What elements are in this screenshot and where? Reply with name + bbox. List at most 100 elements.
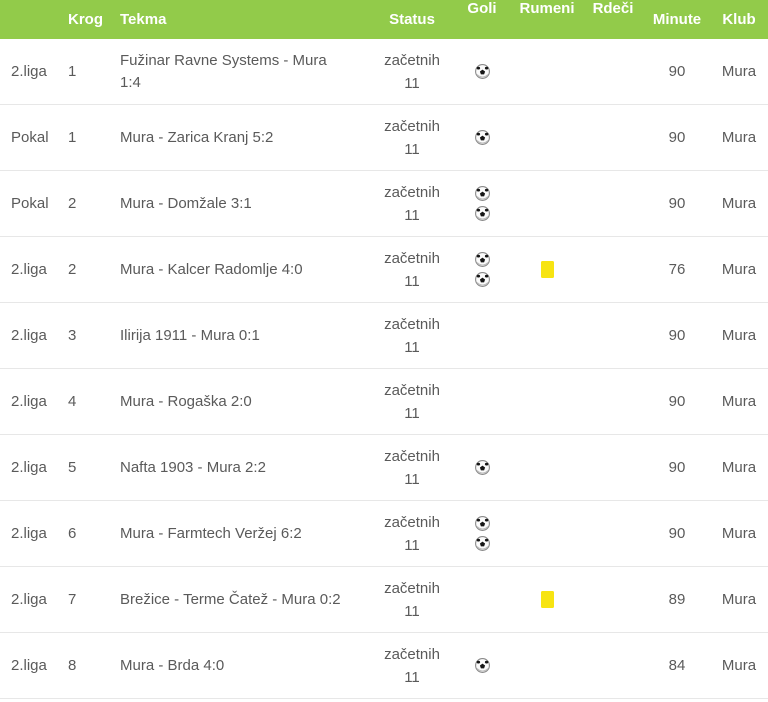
- goals-cell: [452, 237, 512, 302]
- yellow-cards-cell: [512, 237, 582, 302]
- goals-cell: [452, 369, 512, 434]
- table-row: Pokal 2 Mura - Domžale 3:1 začetnih 11 9…: [0, 171, 768, 237]
- header-minutes: Minute: [652, 11, 702, 28]
- header-club: Klub: [722, 11, 756, 28]
- yellow-card-icon: [540, 591, 554, 608]
- soccer-ball-icon: [474, 252, 490, 267]
- table-row: 2.liga 5 Nafta 1903 - Mura 2:2 začetnih …: [0, 435, 768, 501]
- yellow-cards-cell: [512, 633, 582, 698]
- status-label: začetnih 11: [384, 645, 440, 686]
- club-name: Mura: [721, 657, 757, 674]
- soccer-ball-icon: [474, 460, 490, 475]
- header-status: Status: [389, 11, 435, 28]
- league-label: 2.liga: [11, 459, 47, 476]
- table-body: 2.liga 1 Fužinar Ravne Systems - Mura 1:…: [0, 39, 768, 699]
- yellow-cards-cell: [512, 369, 582, 434]
- league-label: 2.liga: [11, 591, 47, 608]
- yellow-cards-cell: [512, 303, 582, 368]
- match-result: Mura - Kalcer Radomlje 4:0: [120, 260, 303, 278]
- soccer-ball-icon: [474, 658, 490, 673]
- goals-cell: [452, 435, 512, 500]
- round-number: 5: [68, 459, 77, 476]
- round-number: 4: [68, 393, 77, 410]
- red-cards-cell: [582, 237, 644, 302]
- club-name: Mura: [721, 63, 757, 80]
- club-name: Mura: [721, 129, 757, 146]
- round-number: 3: [68, 327, 77, 344]
- table-row: 2.liga 6 Mura - Farmtech Veržej 6:2 zače…: [0, 501, 768, 567]
- yellow-cards-cell: [512, 435, 582, 500]
- match-result: Mura - Domžale 3:1: [120, 194, 252, 212]
- match-result: Fužinar Ravne Systems - Mura 1:4: [120, 51, 327, 91]
- minutes-played: 89: [668, 591, 686, 608]
- minutes-played: 90: [668, 525, 686, 542]
- header-yellow-cards: Rumeni: [519, 0, 575, 17]
- league-label: 2.liga: [11, 393, 47, 410]
- minutes-played: 90: [668, 195, 686, 212]
- league-label: 2.liga: [11, 327, 47, 344]
- yellow-cards-cell: [512, 501, 582, 566]
- goals-cell: [452, 105, 512, 170]
- yellow-cards-cell: [512, 171, 582, 236]
- round-number: 7: [68, 591, 77, 608]
- red-cards-cell: [582, 369, 644, 434]
- club-name: Mura: [721, 393, 757, 410]
- status-label: začetnih 11: [384, 381, 440, 422]
- league-label: Pokal: [11, 195, 49, 212]
- league-label: 2.liga: [11, 63, 47, 80]
- status-label: začetnih 11: [384, 513, 440, 554]
- red-cards-cell: [582, 633, 644, 698]
- goals-cell: [452, 633, 512, 698]
- goals-cell: [452, 171, 512, 236]
- status-label: začetnih 11: [384, 183, 440, 224]
- match-result: Mura - Farmtech Veržej 6:2: [120, 524, 302, 542]
- round-number: 1: [68, 129, 77, 146]
- minutes-played: 90: [668, 129, 686, 146]
- status-label: začetnih 11: [384, 315, 440, 356]
- red-cards-cell: [582, 567, 644, 632]
- minutes-played: 90: [668, 327, 686, 344]
- club-name: Mura: [721, 195, 757, 212]
- yellow-cards-cell: [512, 39, 582, 104]
- status-label: začetnih 11: [384, 51, 440, 92]
- header-match: Tekma: [120, 10, 167, 28]
- red-cards-cell: [582, 105, 644, 170]
- table-row: 2.liga 3 Ilirija 1911 - Mura 0:1 začetni…: [0, 303, 768, 369]
- soccer-ball-icon: [474, 272, 490, 287]
- club-name: Mura: [721, 525, 757, 542]
- red-cards-cell: [582, 435, 644, 500]
- round-number: 2: [68, 261, 77, 278]
- round-number: 6: [68, 525, 77, 542]
- match-result: Mura - Rogaška 2:0: [120, 392, 252, 410]
- minutes-played: 90: [668, 63, 686, 80]
- club-name: Mura: [721, 591, 757, 608]
- status-label: začetnih 11: [384, 249, 440, 290]
- minutes-played: 90: [668, 459, 686, 476]
- red-cards-cell: [582, 39, 644, 104]
- goals-cell: [452, 39, 512, 104]
- soccer-ball-icon: [474, 186, 490, 201]
- red-cards-cell: [582, 171, 644, 236]
- minutes-played: 76: [668, 261, 686, 278]
- status-label: začetnih 11: [384, 579, 440, 620]
- red-cards-cell: [582, 303, 644, 368]
- soccer-ball-icon: [474, 536, 490, 551]
- soccer-ball-icon: [474, 64, 490, 79]
- round-number: 8: [68, 657, 77, 674]
- table-row: 2.liga 8 Mura - Brda 4:0 začetnih 11 84 …: [0, 633, 768, 699]
- goals-cell: [452, 303, 512, 368]
- table-row: 2.liga 1 Fužinar Ravne Systems - Mura 1:…: [0, 39, 768, 105]
- league-label: Pokal: [11, 129, 49, 146]
- status-label: začetnih 11: [384, 447, 440, 488]
- league-label: 2.liga: [11, 525, 47, 542]
- header-round: Krog: [68, 11, 103, 28]
- match-result: Ilirija 1911 - Mura 0:1: [120, 326, 260, 344]
- table-row: 2.liga 2 Mura - Kalcer Radomlje 4:0 zače…: [0, 237, 768, 303]
- table-header-row: Krog Tekma Status Goli Rumeni Rdeči Minu…: [0, 0, 768, 39]
- round-number: 1: [68, 63, 77, 80]
- soccer-ball-icon: [474, 206, 490, 221]
- yellow-cards-cell: [512, 567, 582, 632]
- status-label: začetnih 11: [384, 117, 440, 158]
- header-goals: Goli: [467, 0, 497, 17]
